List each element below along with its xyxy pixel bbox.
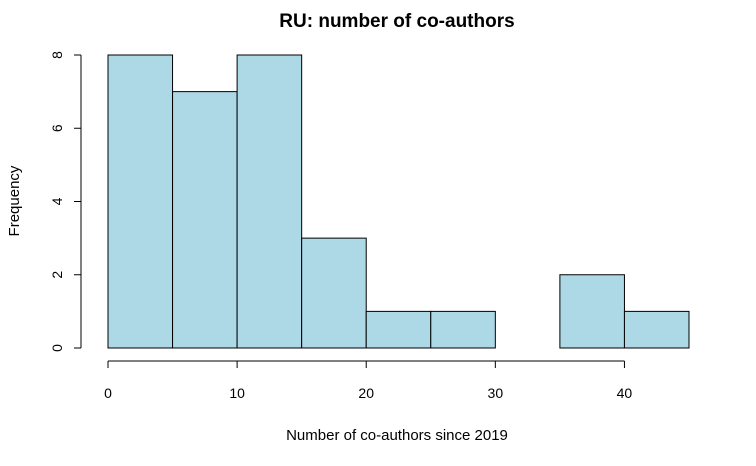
x-tick-label-10: 10 (229, 385, 245, 401)
x-axis-label: Number of co-authors since 2019 (286, 427, 508, 444)
x-tick-label-20: 20 (358, 385, 374, 401)
histogram-bar-25-30 (430, 310, 496, 349)
histogram-bar-5-10 (172, 91, 238, 349)
y-axis: 0 2 4 6 8 (49, 51, 82, 352)
chart-title: RU: number of co-authors (279, 11, 514, 32)
histogram-bar-20-25 (365, 310, 432, 349)
histogram-bar-15-20 (301, 237, 367, 349)
histogram-bar-40-45 (623, 310, 690, 349)
y-tick-label-4: 4 (49, 197, 65, 205)
bars-group (107, 54, 690, 349)
histogram-bar-10-15 (236, 54, 303, 349)
y-axis-label: Frequency (6, 165, 23, 236)
y-tick-label-6: 6 (49, 124, 65, 132)
histogram-bar-0-5 (107, 54, 174, 349)
x-axis: 0 10 20 30 40 (104, 360, 633, 401)
x-tick-label-30: 30 (488, 385, 504, 401)
x-tick-label-40: 40 (617, 385, 633, 401)
x-tick-label-0: 0 (104, 385, 112, 401)
histogram-bar-35-40 (559, 274, 625, 349)
y-tick-label-0: 0 (49, 344, 65, 352)
y-tick-label-8: 8 (49, 51, 65, 59)
y-tick-label-2: 2 (49, 271, 65, 279)
